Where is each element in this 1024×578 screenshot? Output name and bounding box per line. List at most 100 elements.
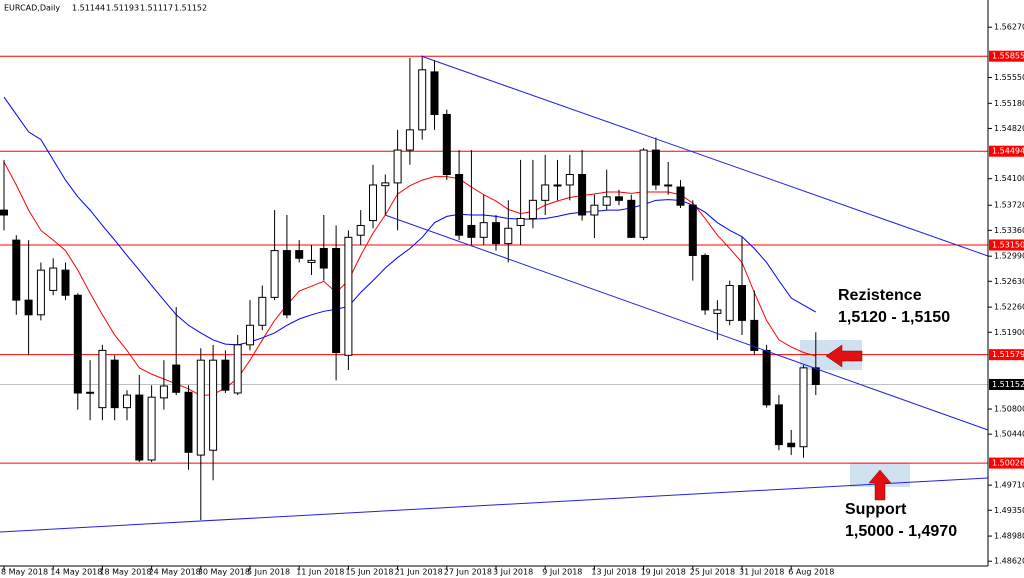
x-tick-label: 19 Jul 2018: [641, 568, 686, 577]
candle-body: [369, 184, 377, 222]
x-tick-label: 15 Jun 2018: [345, 568, 393, 577]
level-label: 1.51579: [992, 350, 1024, 359]
annotation-title: Support: [845, 501, 907, 518]
y-tick-label: 1.50440: [994, 430, 1024, 439]
candle-body: [246, 324, 254, 346]
candle-body: [528, 199, 537, 219]
resistance-arrow: [825, 344, 863, 368]
candle-body: [639, 149, 648, 238]
candle-body: [627, 199, 636, 238]
y-tick-label: 1.53720: [994, 201, 1024, 210]
y-tick-label: 1.55550: [994, 73, 1024, 82]
level-box: [989, 239, 1024, 251]
candle-body: [787, 442, 796, 448]
y-tick-label: 1.48980: [994, 532, 1024, 541]
candle-body: [418, 69, 427, 131]
candle-body: [344, 236, 353, 356]
level-box: [989, 145, 1024, 157]
header-value: 1.51144: [72, 4, 105, 13]
x-tick-label: 8 May 2018: [1, 568, 48, 577]
candle-body: [258, 296, 267, 326]
candle-body: [73, 294, 82, 394]
trendline: [420, 55, 989, 257]
x-tick-label: 9 Jul 2018: [542, 568, 582, 577]
candle-body: [738, 284, 746, 321]
candle-body: [811, 367, 820, 385]
y-tick-label: 1.48620: [994, 557, 1024, 566]
candle-body: [307, 259, 316, 263]
candle-body: [36, 269, 45, 316]
candle-body: [553, 184, 562, 187]
candle-body: [159, 385, 168, 399]
candle-body: [504, 227, 513, 245]
x-tick-label: 27 Jun 2018: [444, 568, 492, 577]
level-box: [989, 349, 1024, 361]
candle-body: [393, 149, 402, 184]
candle-body: [172, 364, 181, 393]
candle-body: [12, 239, 21, 301]
candle-body: [578, 174, 587, 216]
candle-body: [492, 222, 500, 245]
candle-body: [615, 196, 623, 201]
level-label: 1.55855: [992, 52, 1024, 61]
y-tick-label: 1.49710: [994, 481, 1024, 490]
candle-body: [184, 391, 193, 453]
candle-body: [430, 71, 439, 115]
y-tick-label: 1.51900: [994, 328, 1024, 337]
candle-body: [356, 224, 365, 236]
candle-body: [651, 149, 660, 186]
plot-area: [0, 55, 988, 521]
candle-body: [221, 359, 230, 391]
y-tick-label: 1.53360: [994, 226, 1024, 235]
x-tick-label: 30 May 2018: [198, 568, 250, 577]
y-tick-label: 1.49350: [994, 506, 1024, 515]
candle-body: [123, 394, 131, 409]
candle-body: [135, 394, 144, 461]
candle-body: [750, 319, 759, 351]
x-tick-label: 5 Jun 2018: [247, 568, 290, 577]
trendline: [384, 214, 989, 431]
candle-body: [319, 247, 328, 269]
candle-body: [688, 204, 697, 256]
x-tick-label: 18 May 2018: [99, 568, 151, 577]
y-tick-label: 1.52630: [994, 277, 1024, 286]
candle-body: [713, 309, 722, 314]
support-arrow: [868, 469, 892, 501]
y-tick-label: 1.56270: [994, 23, 1024, 32]
y-tick-label: 1.54100: [994, 174, 1024, 183]
header-value: 1.51193: [106, 4, 139, 13]
candle-body: [147, 396, 156, 461]
y-tick-label: 1.50800: [994, 405, 1024, 414]
candle-body: [455, 174, 464, 236]
candle-body: [565, 174, 574, 186]
candle-body: [590, 204, 599, 216]
x-tick-label: 21 Jun 2018: [395, 568, 443, 577]
level-box: [989, 50, 1024, 62]
annotation-text: 1,5000 - 1,4970: [845, 523, 957, 540]
candle-body: [405, 129, 414, 151]
candle-body: [270, 250, 279, 298]
candle-body: [442, 113, 451, 176]
candle-body: [24, 299, 33, 316]
candle-body: [209, 359, 218, 451]
candle-body: [664, 184, 673, 187]
candle-body: [332, 247, 341, 354]
y-tick-label: 1.52260: [994, 303, 1024, 312]
x-tick-label: 3 Jul 2018: [493, 568, 533, 577]
candle-body: [541, 184, 550, 201]
candle-body: [86, 391, 95, 394]
candle-body: [196, 359, 205, 456]
x-tick-label: 31 Jul 2018: [739, 568, 784, 577]
candle-body: [467, 224, 476, 238]
candle-body: [295, 250, 304, 259]
x-tick-label: 24 May 2018: [149, 568, 201, 577]
candle-body: [381, 182, 390, 187]
header-value: 1.51152: [174, 4, 207, 13]
level-box: [989, 457, 1024, 469]
candle-body: [701, 254, 710, 311]
candle-body: [676, 186, 685, 206]
x-tick-label: 14 May 2018: [50, 568, 102, 577]
x-tick-label: 6 Aug 2018: [788, 568, 834, 577]
